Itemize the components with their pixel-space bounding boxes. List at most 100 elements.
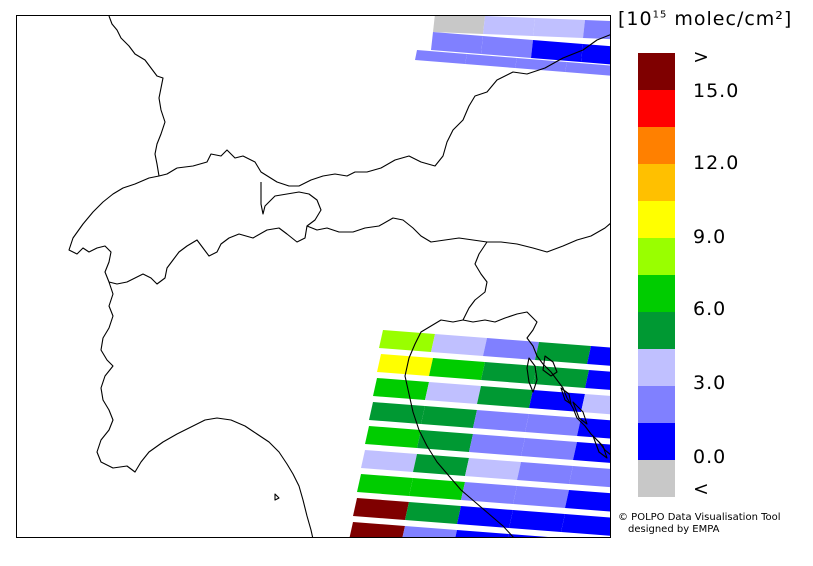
swath-pixel <box>425 382 481 404</box>
swath-pixel <box>373 378 429 400</box>
colorbar-tick-label: < <box>693 478 710 500</box>
swath-pixel <box>587 346 610 366</box>
colorbar-tick-label: 0.0 <box>693 446 727 468</box>
colorbar-swatch <box>638 349 675 386</box>
swath-pixel <box>357 474 413 496</box>
colorbar-tick-label: 9.0 <box>693 226 727 248</box>
swath-pixel <box>415 50 467 64</box>
swath-pixel <box>573 442 610 463</box>
coastline-croatia <box>462 311 610 456</box>
swath-pixel <box>477 386 533 408</box>
swath-pixel <box>508 534 548 537</box>
swath-pixel <box>483 338 539 360</box>
colorbar-tick-label: 15.0 <box>693 80 740 102</box>
swath-pixel <box>369 402 425 424</box>
island-krk <box>542 355 558 377</box>
swath-pixel <box>583 20 610 40</box>
colorbar-tick-label: 12.0 <box>693 152 740 174</box>
island-cres <box>526 357 538 393</box>
unit-rest: molec/cm²] <box>674 8 793 30</box>
swath-pixel <box>417 430 473 452</box>
colorbar-swatch <box>638 275 675 312</box>
swath-pixel <box>455 530 509 537</box>
credit-line-2: designed by EMPA <box>628 524 720 535</box>
swath-pixel <box>481 362 537 384</box>
colorbar-swatch <box>638 423 675 460</box>
unit-exponent: 15 <box>652 9 668 21</box>
island-pag <box>572 401 588 425</box>
colorbar-tick-label: 6.0 <box>693 298 727 320</box>
colorbar-swatch <box>638 90 675 127</box>
credit-line-1: © POLPO Data Visualisation Tool <box>618 512 781 523</box>
swath-pixel <box>525 414 581 436</box>
swath-pixel <box>531 40 583 62</box>
swath-pixel <box>561 514 610 536</box>
border-france-italy <box>96 281 314 537</box>
swath-pixel <box>349 522 405 537</box>
border-france-germany <box>108 16 166 177</box>
colorbar <box>638 53 675 497</box>
swath-pixel <box>483 16 535 36</box>
border-germany-austria <box>176 34 610 187</box>
swath-pixel <box>461 482 517 504</box>
border-austria-italy <box>306 217 610 253</box>
swath-pixel <box>405 502 461 524</box>
border-switzerland <box>68 167 322 285</box>
swath-pixel <box>515 58 567 72</box>
swath-pixel <box>513 486 569 508</box>
colorbar-swatch <box>638 164 675 201</box>
coastline-italy-adriatic <box>404 319 514 537</box>
border-italy-slovenia <box>462 241 488 321</box>
swath-pixel <box>353 498 409 520</box>
swath-pixel <box>565 490 610 512</box>
colorbar-tick-label: 3.0 <box>693 372 727 394</box>
swath-pixel <box>533 18 585 38</box>
swath-pixel <box>509 510 565 532</box>
swath-pixel <box>379 330 435 352</box>
credit-text: © POLPO Data Visualisation Tool designed… <box>618 512 781 536</box>
swath-pixel <box>409 478 465 500</box>
colorbar-swatch <box>638 201 675 238</box>
swath-pixel <box>469 434 525 456</box>
unit-bracket: [ <box>618 8 627 30</box>
swath-pixel <box>431 334 487 356</box>
island-dugi <box>592 435 608 459</box>
swath-pixel <box>402 526 457 537</box>
colorbar-swatch <box>638 127 675 164</box>
swath-pixel <box>361 450 417 472</box>
colorbar-swatch <box>638 312 675 349</box>
swath-pixel <box>365 426 421 448</box>
colorbar-swatch <box>638 460 675 497</box>
map-canvas <box>68 16 610 537</box>
swath-pixel <box>481 36 533 58</box>
colorbar-swatch <box>638 53 675 90</box>
swath-pixel <box>431 32 483 54</box>
swath-pixel <box>429 358 485 380</box>
satellite-swaths <box>349 16 610 537</box>
colorbar-swatch <box>638 238 675 275</box>
swath-pixel <box>433 16 485 34</box>
unit-base: 10 <box>626 8 653 30</box>
country-borders <box>68 16 610 537</box>
swath-pixel <box>413 454 469 476</box>
map-panel[interactable] <box>16 15 611 538</box>
swath-pixel <box>465 54 517 68</box>
island-rab <box>560 387 572 405</box>
swath-pixel <box>473 410 529 432</box>
swath-pixel <box>535 342 591 364</box>
swath-pixel <box>585 370 610 390</box>
island-small <box>274 493 280 501</box>
swath-pixel <box>421 406 477 428</box>
swath-pixel <box>517 462 573 484</box>
swath-pixel <box>569 466 610 488</box>
legend-unit-label: [1015 molec/cm²] <box>618 8 792 30</box>
swath-pixel <box>565 62 610 76</box>
swath-pixel <box>529 390 585 412</box>
swath-pixel <box>377 354 433 376</box>
swath-pixel <box>581 394 610 415</box>
swath-pixel <box>533 366 589 388</box>
swath-pixel <box>521 438 577 460</box>
colorbar-tick-label: > <box>693 46 710 68</box>
colorbar-swatch <box>638 386 675 423</box>
swath-pixel <box>465 458 521 480</box>
